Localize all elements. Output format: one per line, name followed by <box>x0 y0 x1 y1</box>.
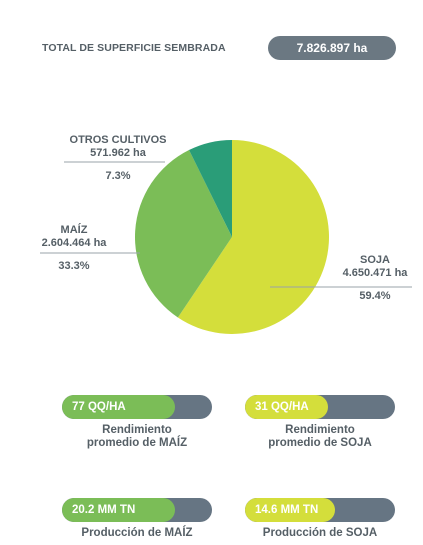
yield-soja-value: 31 QQ/HA <box>255 401 309 413</box>
production-soja-value: 14.6 MM TN <box>255 504 319 516</box>
slice-name-maiz: MAÍZ <box>61 223 88 236</box>
slice-value-maiz: 2.604.464 ha <box>42 237 108 249</box>
total-surface-value: 7.826.897 ha <box>268 36 396 60</box>
production-maiz-bar-fill <box>62 498 175 522</box>
pie-slice-otros-cultivos <box>189 140 232 237</box>
production-maiz-bar: 20.2 MM TN <box>62 498 212 522</box>
slice-name-soja: SOJA <box>360 254 390 266</box>
slice-percent-otros-cultivos: 7.3% <box>105 170 130 182</box>
yield-soja-bar-fill <box>245 395 328 419</box>
production-soja-caption: Producción de SOJA <box>262 527 378 539</box>
stat-yield-soja: 31 QQ/HA Rendimiento promedio de SOJA <box>245 395 395 450</box>
stat-production-soja: 14.6 MM TN Producción de SOJA <box>245 498 395 540</box>
slice-value-otros-cultivos: 571.962 ha <box>90 147 147 159</box>
yield-soja-caption: Rendimiento promedio de SOJA <box>268 424 372 449</box>
total-surface-label: TOTAL DE SUPERFICIE SEMBRADA <box>42 42 226 54</box>
yield-soja-bar: 31 QQ/HA <box>245 395 395 419</box>
pie-slice-soja <box>177 140 330 334</box>
yield-maiz-caption: Rendimiento promedio de MAÍZ <box>86 424 188 449</box>
slice-value-soja: 4.650.471 ha <box>343 267 409 279</box>
slice-percent-soja: 59.4% <box>359 290 390 302</box>
pie-slice-maiz <box>134 150 232 318</box>
production-soja-bar: 14.6 MM TN <box>245 498 395 522</box>
stat-production-maiz: 20.2 MM TN Producción de MAÍZ <box>62 498 212 540</box>
production-soja-bar-fill <box>245 498 335 522</box>
production-maiz-caption: Producción de MAÍZ <box>81 527 193 539</box>
stat-yield-maiz: 77 QQ/HA Rendimiento promedio de MAÍZ <box>62 395 212 450</box>
yield-maiz-bar-fill <box>62 395 175 419</box>
slice-name-otros-cultivos: OTROS CULTIVOS <box>70 134 167 146</box>
yield-maiz-bar: 77 QQ/HA <box>62 395 212 419</box>
slice-percent-maiz: 33.3% <box>58 260 89 272</box>
production-maiz-value: 20.2 MM TN <box>72 504 136 516</box>
yield-maiz-value: 77 QQ/HA <box>72 401 126 413</box>
